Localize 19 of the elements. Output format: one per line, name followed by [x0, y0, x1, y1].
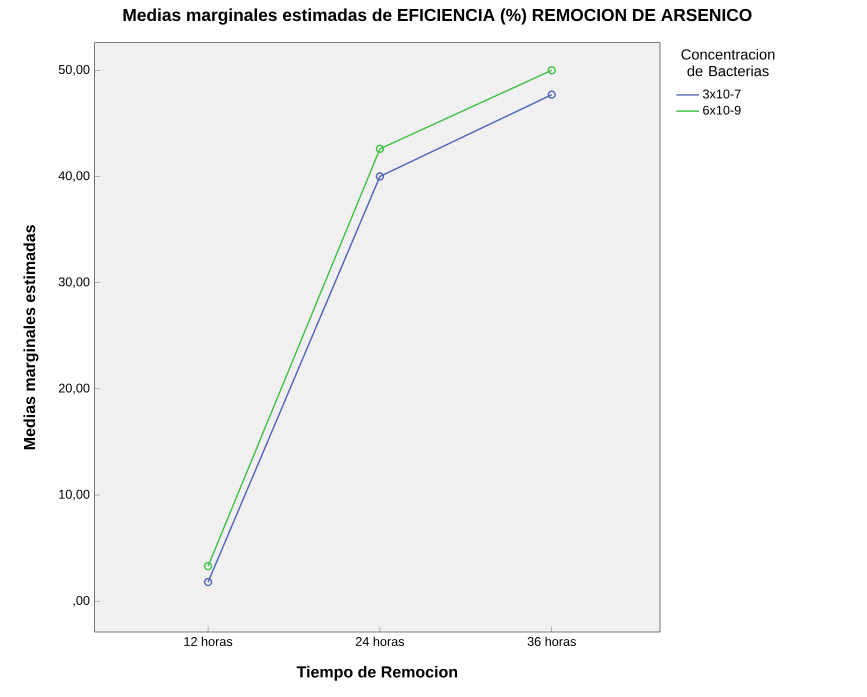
legend-label: 6x10-9: [703, 106, 741, 115]
x-tick-label: 24 horas: [356, 636, 404, 646]
legend-label: 3x10-7: [702, 90, 741, 98]
y-tick-label: 50,00: [58, 65, 90, 76]
y-tick-label: 30,00: [58, 277, 90, 288]
x-axis-title: Tiempo de Remocion: [296, 666, 458, 681]
y-tick-label: 10,00: [59, 490, 90, 500]
point: [376, 172, 384, 181]
y-tick-label: ,00: [73, 596, 90, 606]
y-axis-title: Medias marginales estimadas: [23, 225, 38, 450]
x-tick-label: 36 horas: [528, 636, 576, 646]
y-tick-label: 20,00: [58, 384, 90, 394]
x-tick-label: 12 horas: [184, 636, 232, 646]
point: [548, 66, 556, 74]
chart-title: Medias marginales estimadas de EFICIENCIA (%) REMOCION DE ARSENICO: [124, 8, 752, 25]
legend-title: Concentracion de Bacterias: [682, 48, 774, 76]
point: [548, 90, 556, 99]
y-tick-label: 40,00: [58, 171, 90, 182]
point: [376, 144, 384, 154]
